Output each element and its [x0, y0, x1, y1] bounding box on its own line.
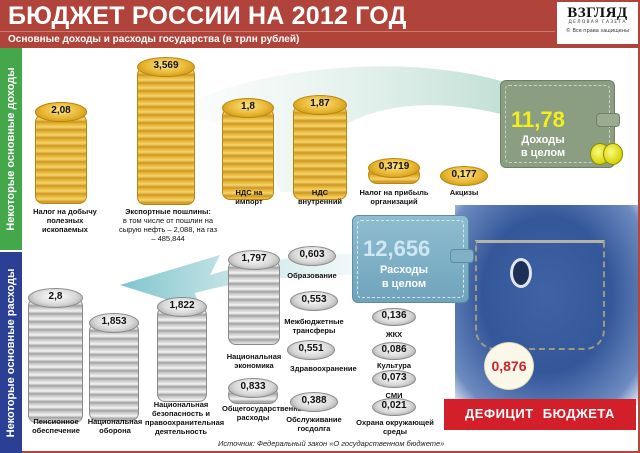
- wallet-clasp-icon: [450, 249, 474, 263]
- income-value: 0,177: [451, 169, 477, 180]
- expense-arrow-icon: [120, 253, 390, 310]
- expense-value: 0,551: [298, 343, 324, 354]
- deficit-value: 0,876: [491, 358, 527, 374]
- header-bar: БЮДЖЕТ РОССИИ НА 2012 ГОД Основные доход…: [0, 0, 640, 48]
- gold-coin-icon: [293, 95, 347, 115]
- expense-sideband-label: Некоторые основные расходы: [5, 268, 17, 437]
- logo-tagline: ДЕЛОВАЯ ГАЗЕТА: [568, 20, 627, 25]
- expense-value: 0,021: [381, 400, 407, 411]
- page-subtitle: Основные доходы и расходы государства (в…: [8, 34, 300, 45]
- gold-coin-icon: [222, 98, 274, 118]
- silver-coin-icon: [157, 297, 207, 317]
- vzglyad-logo: ВЗГЛЯД ДЕЛОВАЯ ГАЗЕТА © Все права защище…: [557, 2, 638, 44]
- income-label: Налог на прибыль организаций: [359, 188, 429, 206]
- expense-stack-security: 1,822: [157, 297, 207, 407]
- expense-label: СМИ: [385, 391, 403, 400]
- expense-value: 2,8: [48, 291, 63, 302]
- expense-value: 1,853: [101, 316, 127, 327]
- yellow-coin-icon: [603, 143, 623, 165]
- expense-total-value: 12,656: [363, 236, 431, 261]
- expense-total-caption: Расходы в целом: [379, 264, 429, 290]
- silver-coin-icon: [228, 250, 280, 270]
- gold-coin-icon: [137, 57, 195, 77]
- expense-value: 0,136: [381, 310, 407, 321]
- silver-coin-icon: [288, 246, 336, 266]
- source-note: Источник: Федеральный закон «О государст…: [218, 439, 445, 448]
- expense-value: 0,388: [301, 395, 327, 406]
- page-title: БЮДЖЕТ РОССИИ НА 2012 ГОД: [8, 2, 407, 30]
- income-label: НДС внутренний: [297, 188, 343, 206]
- expense-value: 0,603: [299, 249, 325, 260]
- silver-coin-icon: [28, 288, 83, 308]
- expense-label: Общегосударственные расходы: [222, 404, 309, 422]
- pocket-hole-icon: [510, 258, 532, 288]
- expense-stack-pensions: 2,8: [28, 288, 83, 428]
- expense-label: Обслуживание госдолга: [286, 415, 342, 433]
- expense-value: 0,833: [240, 381, 266, 392]
- expense-label: Межбюджетные трансферы: [284, 317, 344, 335]
- income-label: НДС на импорт: [235, 188, 263, 206]
- expense-sideband: Некоторые основные расходы: [0, 252, 22, 453]
- logo-name: ВЗГЛЯД: [567, 5, 628, 21]
- silver-coin-icon: [228, 378, 278, 398]
- subtitle-bar: [0, 31, 555, 48]
- income-value: 2,08: [51, 105, 71, 116]
- silver-coin-icon: [290, 291, 338, 311]
- income-stack-export-duties: 3,569: [137, 57, 195, 207]
- silver-coin-icon: [372, 342, 416, 360]
- expense-value: 0,073: [381, 372, 407, 383]
- expense-label: Образование: [287, 271, 337, 280]
- income-total-value: 11,78: [511, 107, 565, 132]
- income-value: 3,569: [153, 60, 179, 71]
- silver-coin-icon: [89, 313, 139, 333]
- wallet-clasp-icon: [596, 113, 620, 127]
- deficit-label: ДЕФИЦИТ БЮДЖЕТА: [465, 406, 615, 421]
- silver-coin-icon: [372, 370, 416, 388]
- income-stack-excise: 0,177: [440, 164, 488, 186]
- income-stack-profit-tax: 0,3719: [368, 158, 420, 186]
- expense-value: 1,797: [241, 253, 267, 264]
- expense-value: 0,553: [301, 294, 327, 305]
- silver-coin-icon: [372, 308, 416, 326]
- expense-value: 1,822: [169, 300, 195, 311]
- income-label: Налог на добычу полезных ископаемых: [33, 207, 97, 234]
- income-label: Экспортные пошлины: в том числе от пошли…: [118, 207, 218, 243]
- income-value: 0,3719: [378, 161, 410, 172]
- expense-total-wallet: 12,656 Расходы в целом: [352, 215, 474, 303]
- expense-label: Охрана окружающей среды: [356, 418, 434, 436]
- expense-stack-economy: 1,797: [228, 250, 280, 350]
- expense-label: Здравоохранение: [290, 364, 357, 373]
- income-stack-vat-import: 1,8: [222, 98, 274, 208]
- income-sideband-label: Некоторые основные доходы: [5, 67, 17, 231]
- expense-label: Пенсионное обеспечение: [32, 417, 80, 435]
- income-stack-mineral-tax: 2,08: [35, 102, 87, 262]
- expense-label: ЖКХ: [385, 330, 403, 339]
- income-arrow-icon: [190, 66, 585, 192]
- income-value: 1,87: [310, 98, 330, 109]
- deficit-coin: 0,876: [484, 342, 534, 390]
- expense-label: Национальная экономика: [226, 352, 282, 370]
- silver-coin-icon: [290, 392, 338, 412]
- expense-label: Культура: [376, 361, 412, 370]
- expense-label: Национальная оборона: [87, 417, 143, 435]
- deficit-banner: ДЕФИЦИТ БЮДЖЕТА: [444, 399, 636, 430]
- income-label: Акцизы: [449, 188, 479, 197]
- income-sideband: Некоторые основные доходы: [0, 48, 22, 250]
- income-total-caption: Доходы в целом: [520, 134, 566, 159]
- pocket-stitching: [475, 240, 605, 350]
- income-stack-vat-domestic: 1,87: [293, 95, 347, 205]
- silver-coin-icon: [287, 340, 335, 360]
- expense-stack-defense: 1,853: [89, 313, 139, 423]
- expense-value: 0,086: [381, 344, 407, 355]
- gold-coin-icon: [440, 166, 488, 186]
- income-value: 1,8: [241, 101, 255, 112]
- gold-coin-icon: [368, 158, 420, 178]
- expense-stack-general: 0,833: [228, 378, 278, 406]
- silver-coin-icon: [372, 398, 416, 416]
- logo-copyright: © Все права защищены: [565, 28, 630, 34]
- expense-label: Национальная безопасность и правоохранит…: [145, 400, 225, 436]
